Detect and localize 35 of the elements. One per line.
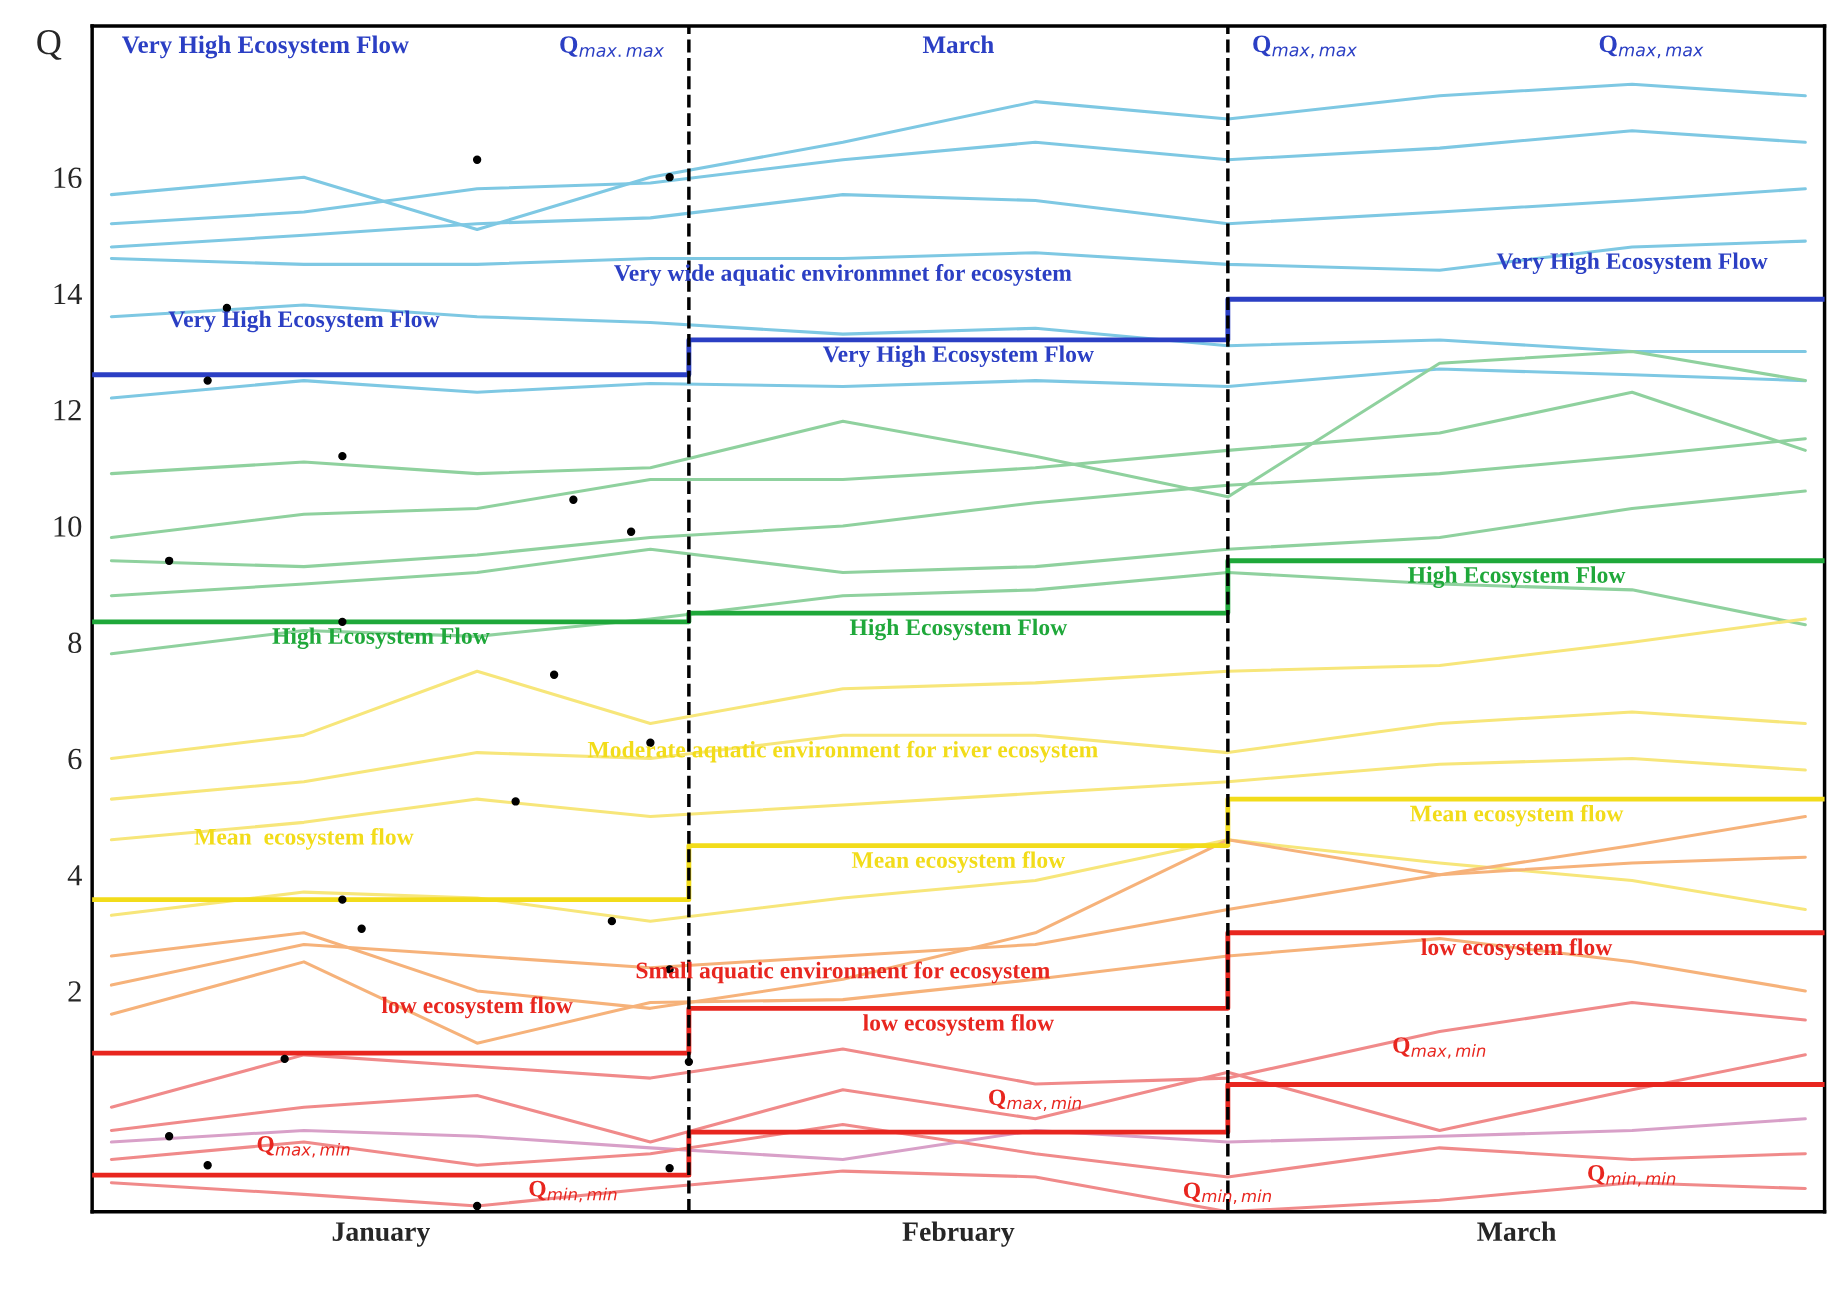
y-tick-label: 10 xyxy=(54,516,82,537)
annotation: Q$_{max,min}$ xyxy=(1393,1037,1486,1059)
annotation: Q$_{max,max}$ xyxy=(1599,35,1704,59)
text: max.max xyxy=(579,47,665,58)
y-tick-label: 14 xyxy=(54,283,82,305)
y-tick-label: 8 xyxy=(68,632,82,654)
y-tick-label: 4 xyxy=(67,865,82,886)
annotation: low ecosystem flow xyxy=(1421,938,1613,961)
annotation: March xyxy=(922,35,994,54)
annotation: High Ecosystem Flow xyxy=(1408,566,1626,588)
y-axis-title: Q xyxy=(560,36,578,57)
annotation: Mean ecosystem flow xyxy=(851,851,1066,873)
annotation: Q$_{max,max}$ xyxy=(1253,35,1358,59)
annotation: Q$_{min,min}$ xyxy=(529,1180,617,1203)
y-tick-label: 16 xyxy=(54,167,82,189)
annotation: Q$_{max,min}$ xyxy=(257,1135,350,1158)
annotation: low ecosystem flow xyxy=(863,1013,1054,1036)
annotation: High Ecosystem Flow xyxy=(849,618,1068,641)
annotation: Mean ecosystem flow xyxy=(194,827,414,850)
annotation: High Ecosystem Flow xyxy=(272,627,490,649)
text: Q xyxy=(37,30,62,60)
x-tick-label: January xyxy=(332,1222,431,1247)
annotation: Q$_{max,min}$ xyxy=(989,1089,1082,1111)
annotation: Very wide aquatic environmnet for ecosystem xyxy=(614,264,1072,286)
y-tick-label: 2 xyxy=(68,981,81,1002)
annotation: Very High Ecosystem Flow xyxy=(822,345,1094,368)
annotation: Mean ecosystem flow xyxy=(1410,804,1624,827)
x-tick-label: February xyxy=(902,1221,1015,1247)
x-tick-label: March xyxy=(1477,1221,1557,1242)
y-tick-label: 6 xyxy=(68,748,82,770)
annotation: Q$_{min,min}$ xyxy=(1183,1182,1272,1204)
annotation: Very High Ecosystem Flow xyxy=(168,310,440,333)
annotation: Q$_{min,min}$ xyxy=(1588,1165,1676,1187)
annotation: Very High Ecosystem Flow xyxy=(122,35,409,59)
y-tick-label: 12 xyxy=(54,400,81,421)
